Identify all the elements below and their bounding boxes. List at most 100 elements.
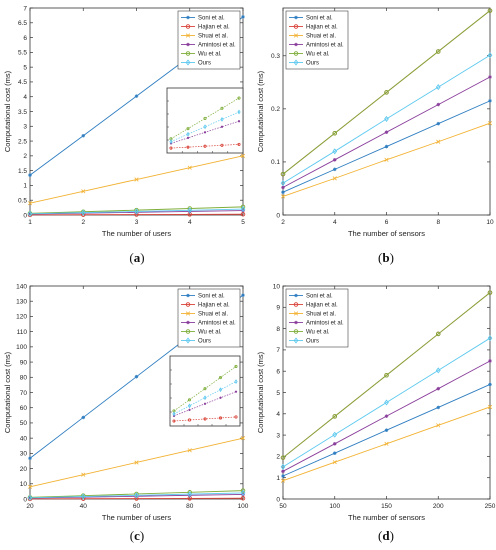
legend-entry: Hajian et al.: [181, 24, 230, 31]
x-tick-label: 80: [186, 503, 194, 510]
inset-data-point: [203, 124, 207, 130]
y-tick-label: 100: [16, 344, 27, 351]
data-point: [384, 399, 389, 406]
y-tick-label: 3: [276, 432, 280, 439]
inset-series-line: [173, 381, 237, 415]
data-point: [281, 469, 285, 474]
data-point: [81, 133, 86, 138]
x-tick-label: 150: [381, 503, 392, 510]
series-line: [29, 206, 244, 214]
legend-entry: Soni et al.: [289, 16, 333, 22]
legend-marker: [294, 293, 298, 298]
data-point: [384, 372, 389, 378]
subplot-c: 20 40 60 80 100 0 10 20 30 40 50 60 70 80 90 100 110 120 1…: [3, 283, 249, 543]
subplot-caption: (a): [129, 250, 144, 265]
data-point: [27, 484, 33, 489]
data-point: [187, 207, 193, 214]
legend-entry: Shuai et al.: [181, 311, 228, 318]
x-tick-label: 50: [279, 503, 287, 510]
y-tick-label: 4: [276, 411, 280, 418]
inset-data-point: [169, 146, 173, 150]
legend-label: Soni et al.: [306, 16, 333, 22]
y-tick-label: 6: [276, 369, 280, 376]
data-point: [241, 15, 245, 19]
legend-entry: Wu et al.: [289, 51, 330, 58]
inset-data-point: [220, 116, 224, 122]
data-point: [436, 49, 441, 54]
data-point: [134, 492, 139, 499]
series-line: [29, 213, 244, 216]
legend-marker: [293, 51, 299, 56]
series-line: [282, 10, 491, 175]
x-tick-label: 8: [436, 219, 440, 226]
data-point: [487, 335, 493, 342]
inset-data-point: [186, 136, 190, 139]
subplot-b: 2 4 6 8 10 0 0.1 0.2 0.3 The number of sensors Com…: [256, 7, 494, 265]
y-tick-label: 8: [276, 326, 280, 333]
data-point: [27, 494, 33, 501]
data-point: [134, 460, 139, 465]
data-point: [81, 415, 86, 420]
inset-data-point: [218, 387, 223, 393]
y-tick-label: 4.5: [18, 79, 27, 86]
legend-marker: [293, 329, 299, 334]
inset-series-line: [173, 366, 237, 412]
legend-label: Wu et al.: [198, 52, 222, 58]
series-wu-et-al: [27, 204, 246, 216]
inset-data-point: [220, 125, 224, 128]
legend-entry: Soni et al.: [181, 16, 225, 22]
inset-data-point: [237, 120, 241, 123]
y-tick-label: 0.1: [271, 159, 280, 166]
series-shuai-et-al: [27, 436, 246, 489]
legend-marker: [294, 15, 298, 20]
data-point: [80, 209, 86, 216]
data-point: [27, 210, 33, 217]
y-axis-label: Computational cost (ms): [3, 351, 12, 433]
inset-data-point: [234, 364, 238, 368]
data-point: [436, 331, 441, 337]
legend-marker: [185, 51, 191, 56]
series-wu-et-al: [280, 290, 493, 460]
y-tick-label: 7: [23, 5, 27, 12]
inset-data-point: [187, 418, 192, 422]
data-point: [332, 148, 338, 155]
legend-label: Ours: [198, 61, 211, 67]
data-point: [384, 144, 389, 149]
subplot-caption: (c): [130, 528, 144, 543]
legend-label: Shuai et al.: [198, 312, 228, 318]
inset-data-point: [237, 142, 241, 146]
legend-entry: Amintosi et al.: [289, 43, 344, 49]
inset-data-point: [186, 145, 190, 149]
legend-label: Wu et al.: [198, 330, 222, 336]
legend-entry: Wu et al.: [289, 329, 330, 336]
data-point: [240, 206, 246, 213]
x-axis-label: The number of sensors: [348, 513, 425, 522]
data-point: [134, 177, 139, 182]
data-point: [187, 165, 192, 170]
data-point: [332, 442, 337, 446]
y-tick-label: 10: [273, 283, 281, 290]
subplot-caption: (b): [378, 250, 394, 265]
legend: Soni et al. Hajian et al. Shuai et al. Amin…: [177, 288, 241, 348]
legend-entry: Hajian et al.: [289, 302, 338, 309]
y-axis-label: Computational cost (ms): [256, 351, 265, 433]
x-tick-label: 2: [81, 219, 85, 226]
legend-label: Wu et al.: [306, 330, 330, 336]
legend-marker: [294, 42, 298, 47]
x-tick-label: 2: [281, 219, 285, 226]
data-point: [488, 99, 492, 103]
inset-data-point: [187, 398, 192, 402]
inset-data-point: [237, 109, 241, 115]
y-tick-label: 5: [276, 390, 280, 397]
y-axis-label: Computational cost (ms): [3, 70, 12, 152]
data-point: [436, 386, 441, 391]
data-point: [384, 130, 389, 134]
legend-marker: [294, 320, 298, 325]
legend-label: Hajian et al.: [198, 25, 230, 31]
legend-marker: [293, 302, 299, 307]
x-axis-label: The number of users: [102, 513, 171, 522]
legend-label: Shuai et al.: [306, 34, 336, 40]
y-tick-label: 2.5: [18, 138, 27, 145]
data-point: [436, 102, 441, 107]
inset-data-point: [220, 143, 224, 147]
